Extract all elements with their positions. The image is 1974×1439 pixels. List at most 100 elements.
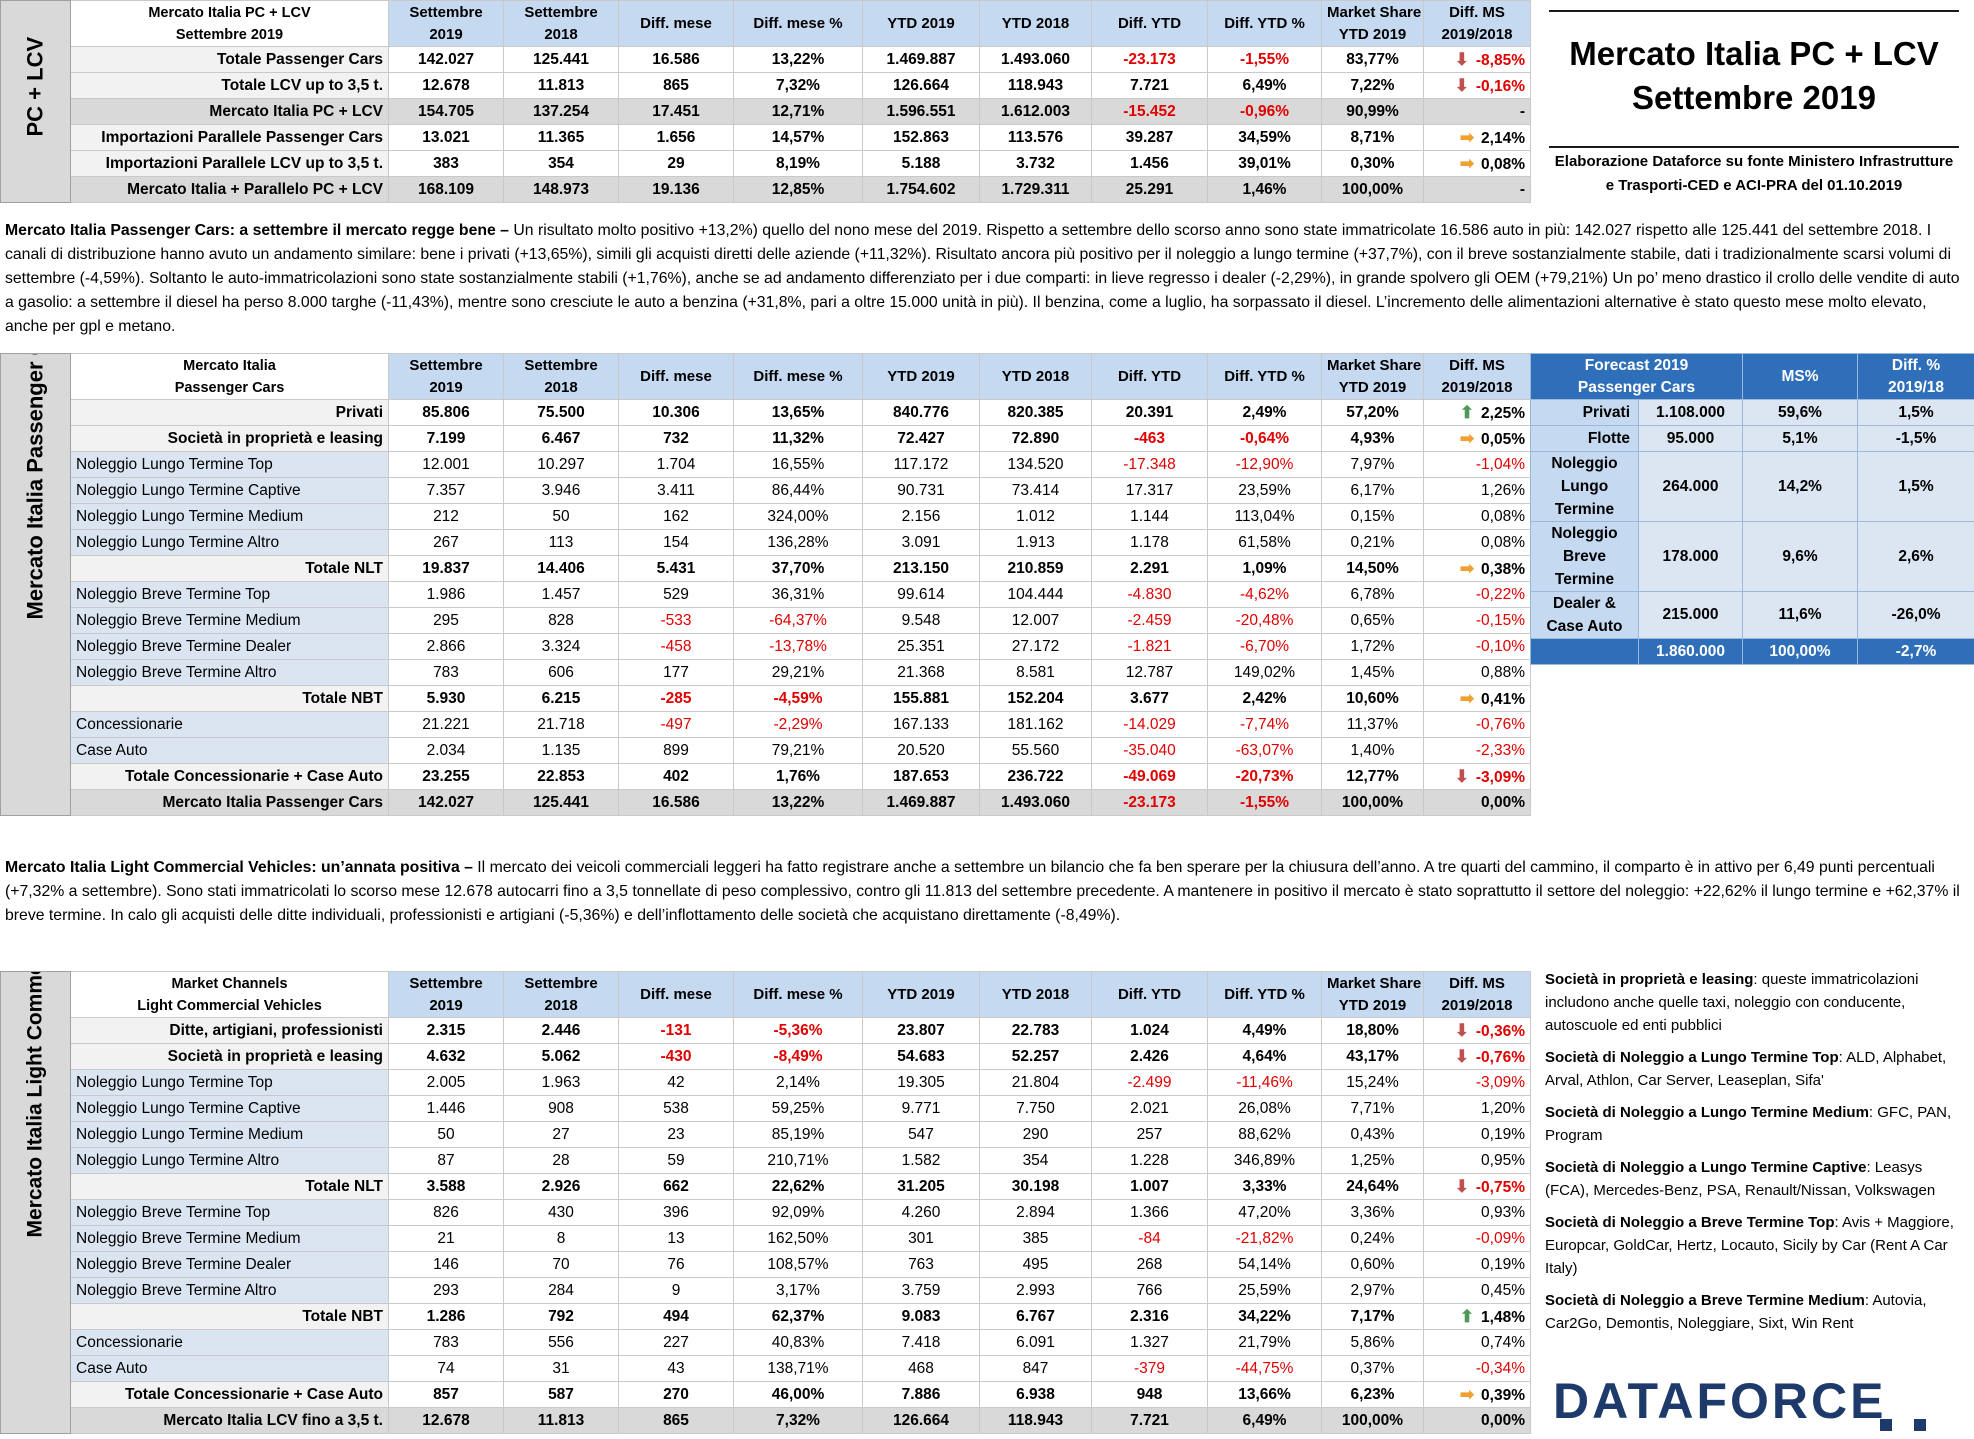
table3-row-label: Mercato Italia LCV fino a 3,5 t. [70,1407,389,1434]
table3-row: Mercato Italia LCV fino a 3,5 t. 12.678 11… [1,1407,1531,1434]
table2-row-label: Totale Concessionarie + Case Auto [70,763,389,790]
table2-cell-9: 11,37% [1321,711,1424,738]
arrow-right-icon: ➡ [1459,1384,1475,1404]
table3-cell-8: 54,14% [1207,1251,1322,1278]
table3-col-header-2-line2: 2018 [544,996,578,1014]
table2-cell-8: 149,02% [1207,659,1322,686]
table3-cell-2: 31 [503,1355,619,1382]
table3-cell-2: 587 [503,1381,619,1408]
forecast-dealer-ms: 11,6% [1742,591,1858,639]
table3-cell-8: 34,22% [1207,1303,1322,1330]
table2-row: Noleggio Breve Termine Dealer 2.866 3.324-… [1,633,1531,660]
table2-cell-8: -12,90% [1207,451,1322,478]
table2-cell-5: 25.351 [862,633,980,660]
table2-cell-5: 155.881 [862,685,980,712]
report-source-line1: Elaborazione Dataforce su fonte Minister… [1554,153,1954,170]
table3-row: Noleggio Lungo Termine Captive 1.446 908 53… [1,1095,1531,1122]
table3-cell-5: 31.205 [862,1173,980,1200]
table2-cell-1: 142.027 [388,789,504,816]
table3-cell-7: -379 [1091,1355,1208,1382]
table3-cell-7: 1.327 [1091,1329,1208,1356]
table1-header-line2: Settembre 2019 [175,26,284,43]
table3-col-header-1-line2: 2019 [429,996,463,1014]
table2-cell-1: 21.221 [388,711,504,738]
table2-cell-5: 9.548 [862,607,980,634]
table3-cell-8: 4,64% [1207,1043,1322,1070]
table1-cell-5: 1.596.551 [862,98,980,125]
table3-row-label: Noleggio Breve Termine Altro [70,1277,389,1304]
table2-cell-8: -4,62% [1207,581,1322,608]
table2-cell-7: 17.317 [1091,477,1208,504]
table1-cell-3: 865 [618,72,734,99]
table2-cell-2: 6.467 [503,425,619,452]
definition-text: : Autovia, Car2Go, Demontis, Noleggiare,… [1545,1292,1927,1332]
table3-col-header-3-line1: Diff. mese [640,985,712,1003]
table1-row: Importazioni Parallele Passenger Cars 13.… [1,124,1531,151]
table1-col-header-9-line2: YTD 2019 [1338,25,1407,43]
table2-cell-3: 177 [618,659,734,686]
table1-cell-9: 7,22% [1321,72,1424,99]
table3-cell-4: -8,49% [733,1043,863,1070]
table3-diff-ms-value: 0,19% [1481,1125,1525,1143]
table2-row-label: Noleggio Lungo Termine Altro [70,529,389,556]
table2-cell-1: 2.034 [388,737,504,764]
table1-cell-1: 13.021 [388,124,504,151]
table2-cell-4: -2,29% [733,711,863,738]
table3-cell-5: 1.582 [862,1147,980,1174]
table3-cell-7: 1.024 [1091,1017,1208,1044]
table3-row-label: Totale Concessionarie + Case Auto [70,1381,389,1408]
table2-header-line2: Passenger Cars [174,379,285,396]
table3-cell-8: -11,46% [1207,1069,1322,1096]
table1-col-header-2: Settembre 2018 [503,0,619,47]
table1-cell-10: ➡ 2,14% [1423,124,1531,151]
table2-cell-10: 0,88% [1423,659,1531,686]
table2-cell-2: 1.135 [503,737,619,764]
table2-cell-4: 16,55% [733,451,863,478]
table2-cell-2: 3.324 [503,633,619,660]
dataforce-logo: DATAFORCE [1553,1373,1887,1429]
table2-header-line1: Mercato Italia [183,357,276,374]
table3-cell-10: 1,20% [1423,1095,1531,1122]
table3-row-label: Noleggio Breve Termine Dealer [70,1251,389,1278]
table1-cell-9: 90,99% [1321,98,1424,125]
table3-row: Case Auto 74 31 43 138,71% 468 847 -379 -44,75% 0… [1,1355,1531,1382]
forecast-diff-header-line2: 2019/18 [1887,378,1945,396]
table3-col-header-1: Settembre 2019 [388,971,504,1018]
table2-cell-6: 152.204 [979,685,1092,712]
table3-row-label: Totale NBT [70,1303,389,1330]
table3-cell-3: 227 [618,1329,734,1356]
table2-cell-3: -285 [618,685,734,712]
table3-cell-3: -131 [618,1017,734,1044]
table2-cell-9: 0,15% [1321,503,1424,530]
forecast-flotte-label: Flotte [1530,425,1639,452]
table1-cell-8: 39,01% [1207,150,1322,177]
table2-cell-1: 7.357 [388,477,504,504]
table3-row-label: Noleggio Lungo Termine Altro [70,1147,389,1174]
table2-cell-3: 899 [618,737,734,764]
table2-row-label: Noleggio Breve Termine Medium [70,607,389,634]
table3-row-label: Noleggio Lungo Termine Medium [70,1121,389,1148]
table2-cell-4: 36,31% [733,581,863,608]
table2-cell-4: 1,76% [733,763,863,790]
table1-cell-9: 100,00% [1321,176,1424,203]
lcv-commentary-text: Il mercato dei veicoli commerciali legge… [5,859,1960,924]
table1-cell-2: 11.813 [503,72,619,99]
table2-cell-9: 57,20% [1321,399,1424,426]
table2-cell-8: -63,07% [1207,737,1322,764]
table2-diff-ms-value: 1,26% [1481,481,1525,499]
table3-cell-8: -21,82% [1207,1225,1322,1252]
logo-dots [1880,1418,1948,1436]
table2-cell-6: 181.162 [979,711,1092,738]
table3-row-label: Noleggio Breve Termine Medium [70,1225,389,1252]
table2-header-label: Mercato Italia Passenger Cars [70,353,389,400]
table2-diff-ms-value: 0,08% [1481,507,1525,525]
table3-cell-8: 25,59% [1207,1277,1322,1304]
table3-col-header-10-line2: 2019/2018 [1441,996,1513,1014]
table1-cell-2: 125.441 [503,46,619,73]
table2-cell-10: ➡ 0,41% [1423,685,1531,712]
table1-cell-6: 3.732 [979,150,1092,177]
forecast-flotte-ms: 5,1% [1742,425,1858,452]
table3-diff-ms-value: 0,00% [1481,1411,1525,1429]
table2-row-label: Noleggio Breve Termine Top [70,581,389,608]
table3-cell-6: 2.993 [979,1277,1092,1304]
